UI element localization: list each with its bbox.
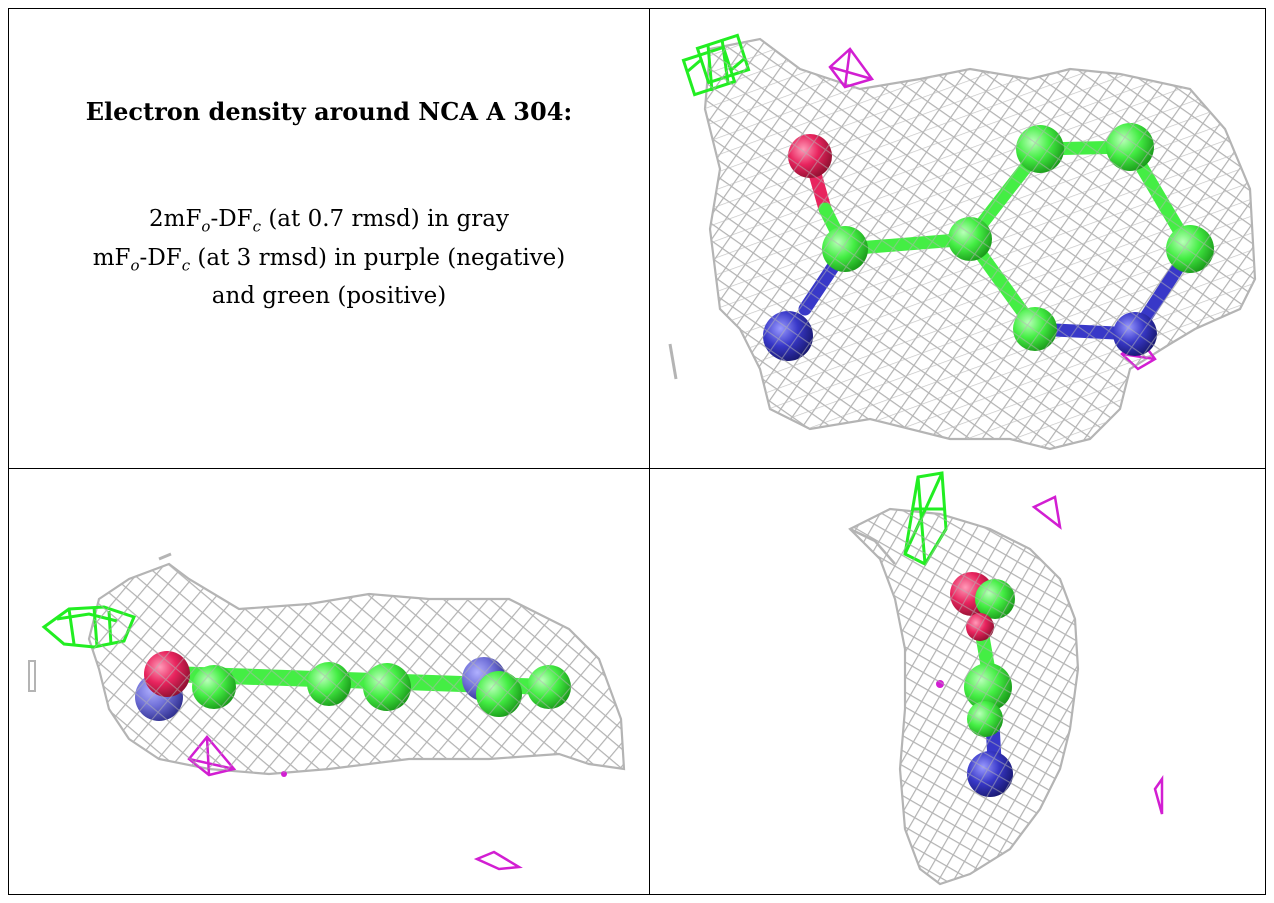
caption-line-fofc: mFo-DFc (at 3 rmsd) in purple (negative): [92, 244, 566, 275]
caption-description: 2mFo-DFc (at 0.7 rmsd) in gray mFo-DFc (…: [9, 204, 649, 312]
figure-table-border: [8, 8, 1266, 895]
caption-cell: Electron density around NCA A 304: 2mFo-…: [9, 9, 649, 468]
table-horizontal-divider: [8, 468, 1266, 469]
table-vertical-divider: [649, 8, 650, 895]
density-mesh-side-icon: [28, 552, 626, 871]
caption-title: Electron density around NCA A 304:: [85, 97, 573, 126]
density-mesh-top-icon: [668, 33, 1257, 451]
density-panel-side-view: [9, 469, 649, 894]
caption-line-positive: and green (positive): [211, 283, 447, 310]
caption-line-2fofc: 2mFo-DFc (at 0.7 rmsd) in gray: [149, 206, 509, 236]
density-panel-top-view: [650, 9, 1265, 468]
density-mesh-end-icon: [848, 471, 1164, 886]
density-panel-end-view: [650, 469, 1265, 894]
